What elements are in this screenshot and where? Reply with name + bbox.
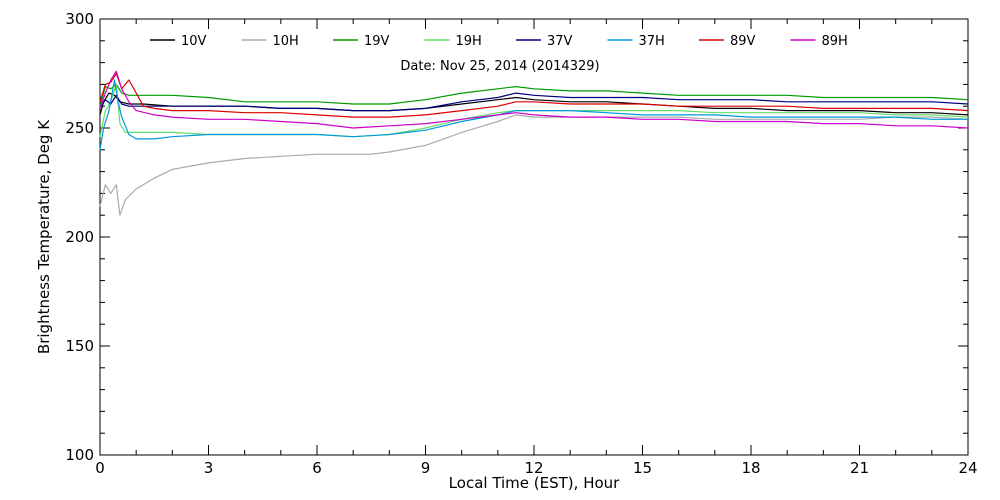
series-line-19v: [99, 83, 969, 107]
x-tick-label: 24: [958, 459, 977, 477]
series-line-89h: [99, 70, 969, 129]
y-tick-label: 100: [65, 446, 94, 464]
legend-label-10v: 10V: [181, 34, 207, 49]
legend-label-89v: 89V: [730, 34, 756, 49]
y-tick-label: 300: [65, 10, 94, 28]
legend-label-19v: 19V: [364, 34, 390, 49]
x-tick-label: 15: [633, 459, 652, 477]
series-line-19h: [99, 83, 969, 138]
series-line-10v: [99, 92, 969, 116]
series-line-89v: [99, 72, 969, 118]
plot-frame: [99, 18, 969, 456]
series-line-37v: [99, 92, 969, 112]
y-tick-label: 200: [65, 228, 94, 246]
series-line-37h: [99, 79, 968, 150]
chart-subtitle: Date: Nov 25, 2014 (2014329): [400, 59, 599, 74]
y-tick-label: 150: [65, 337, 94, 355]
y-tick-label: 250: [65, 119, 94, 137]
x-tick-label: 18: [741, 459, 760, 477]
x-axis-label: Local Time (EST), Hour: [449, 474, 620, 492]
axis-ticks: 0 3 6 9 12 15 18 21 24 100 150 200 250 300: [65, 10, 977, 477]
x-tick-label: 3: [204, 459, 214, 477]
legend-label-37v: 37V: [547, 34, 573, 49]
series-layer: [99, 70, 969, 216]
x-tick-label: 0: [95, 459, 105, 477]
x-tick-label: 9: [421, 459, 431, 477]
legend-label-10h: 10H: [273, 34, 299, 49]
legend: 10V 10H 19V 19H 37V 37H 89V 89H: [150, 34, 848, 49]
y-axis-label: Brightness Temperature, Deg K: [35, 119, 53, 354]
legend-label-19h: 19H: [456, 34, 482, 49]
series-line-10h: [99, 114, 969, 216]
x-tick-label: 21: [850, 459, 869, 477]
x-tick-label: 6: [312, 459, 322, 477]
legend-label-89h: 89H: [822, 34, 848, 49]
legend-label-37h: 37H: [639, 34, 665, 49]
x-tick-label: 12: [524, 459, 543, 477]
